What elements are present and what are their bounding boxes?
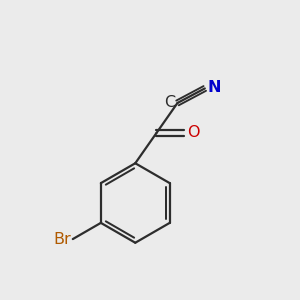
Text: O: O xyxy=(187,125,200,140)
Text: C: C xyxy=(164,95,175,110)
Text: N: N xyxy=(207,80,221,95)
Text: Br: Br xyxy=(54,232,71,247)
